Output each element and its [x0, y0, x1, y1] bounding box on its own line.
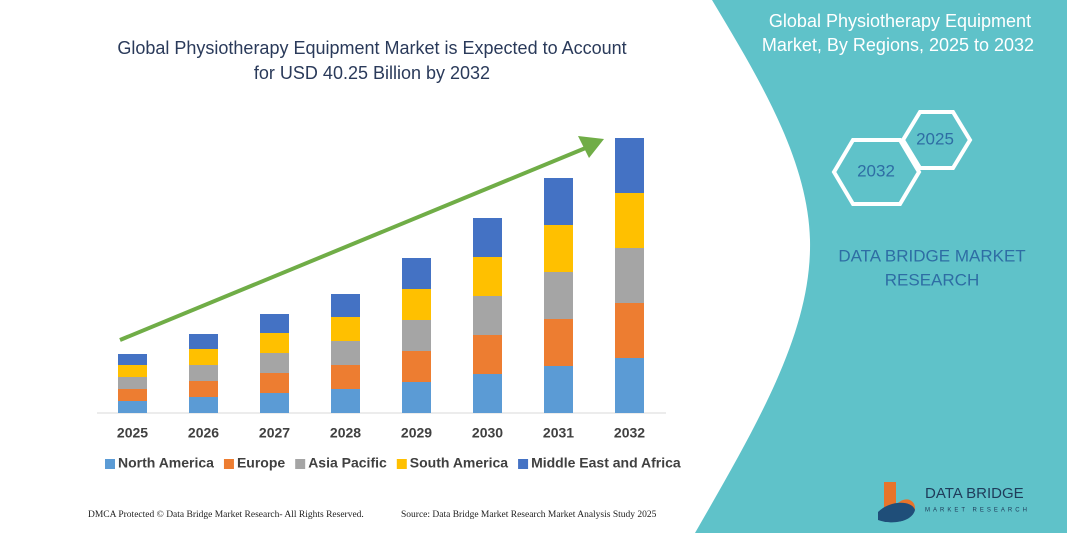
legend-label: South America [410, 455, 508, 471]
bar-segment [331, 341, 360, 365]
logo-mark [878, 502, 915, 523]
bar-segment [189, 397, 218, 413]
bar-segment [473, 257, 502, 296]
hexagon [831, 138, 922, 206]
logo-text: MARKET RESEARCH [925, 508, 1030, 514]
bar-segment [331, 317, 360, 341]
hexagon-label: 2025 [916, 129, 954, 148]
chart-title: Global Physiotherapy Equipment Market is… [117, 38, 626, 58]
legend-label: Europe [237, 455, 285, 471]
legend-marker [518, 459, 529, 469]
bar-segment [189, 334, 218, 349]
bar-segment [473, 335, 502, 374]
bar-segment [544, 366, 573, 413]
bar-segment [615, 193, 644, 248]
bar-segment [402, 258, 431, 289]
bar-segment [260, 353, 289, 373]
x-tick-label: 2032 [614, 425, 645, 441]
x-tick-label: 2030 [472, 425, 503, 441]
trend-arrow-head [578, 136, 604, 158]
legend-marker [105, 459, 115, 469]
x-tick-label: 2025 [117, 425, 148, 441]
chart-title: for USD 40.25 Billion by 2032 [254, 63, 490, 83]
bar-segment [544, 319, 573, 366]
logo-text: DATA BRIDGE [925, 485, 1024, 502]
x-tick-label: 2027 [259, 425, 290, 441]
bar-segment [331, 365, 360, 389]
panel-title: Market, By Regions, 2025 to 2032 [762, 35, 1034, 55]
legend-label: Middle East and Africa [531, 455, 681, 471]
footer-left: DMCA Protected © Data Bridge Market Rese… [88, 509, 364, 520]
bar-segment [615, 138, 644, 193]
x-tick-label: 2026 [188, 425, 219, 441]
bar-segment [260, 314, 289, 333]
bar-segment [118, 377, 147, 389]
bar-segment [544, 178, 573, 225]
x-tick-label: 2029 [401, 425, 432, 441]
hexagon-label: 2032 [857, 161, 895, 180]
bar-segment [402, 289, 431, 320]
trend-arrow [119, 145, 589, 342]
bar-segment [615, 248, 644, 303]
bar-segment [544, 272, 573, 319]
bar-segment [331, 294, 360, 317]
bar-segment [402, 351, 431, 382]
bar-segment [615, 303, 644, 358]
legend-marker [223, 459, 234, 469]
bar-segment [118, 401, 147, 413]
brand-text: RESEARCH [885, 270, 979, 289]
bar-segment [331, 389, 360, 413]
footer-right: Source: Data Bridge Market Research Mark… [401, 510, 657, 520]
bar-segment [118, 389, 147, 401]
bar-segment [118, 365, 147, 377]
bar-segment [118, 354, 147, 365]
bar-segment [402, 382, 431, 413]
bar-segment [473, 296, 502, 335]
bar-segment [260, 373, 289, 393]
bar-segment [260, 333, 289, 353]
legend-marker [396, 459, 407, 469]
side-panel [695, 0, 1067, 533]
bar-segment [473, 374, 502, 413]
hexagon [900, 110, 973, 170]
legend-marker [295, 459, 306, 469]
bar-segment [473, 218, 502, 257]
panel-title: Global Physiotherapy Equipment [769, 11, 1031, 31]
bar-segment [189, 349, 218, 365]
x-tick-label: 2031 [543, 425, 574, 441]
brand-text: DATA BRIDGE MARKET [838, 246, 1025, 265]
bar-segment [189, 381, 218, 397]
x-tick-label: 2028 [330, 425, 361, 441]
legend-label: Asia Pacific [308, 455, 387, 471]
bar-segment [402, 320, 431, 351]
bar-segment [615, 358, 644, 413]
legend-label: North America [118, 455, 214, 471]
bar-segment [544, 225, 573, 272]
bar-segment [260, 393, 289, 413]
bar-segment [189, 365, 218, 381]
